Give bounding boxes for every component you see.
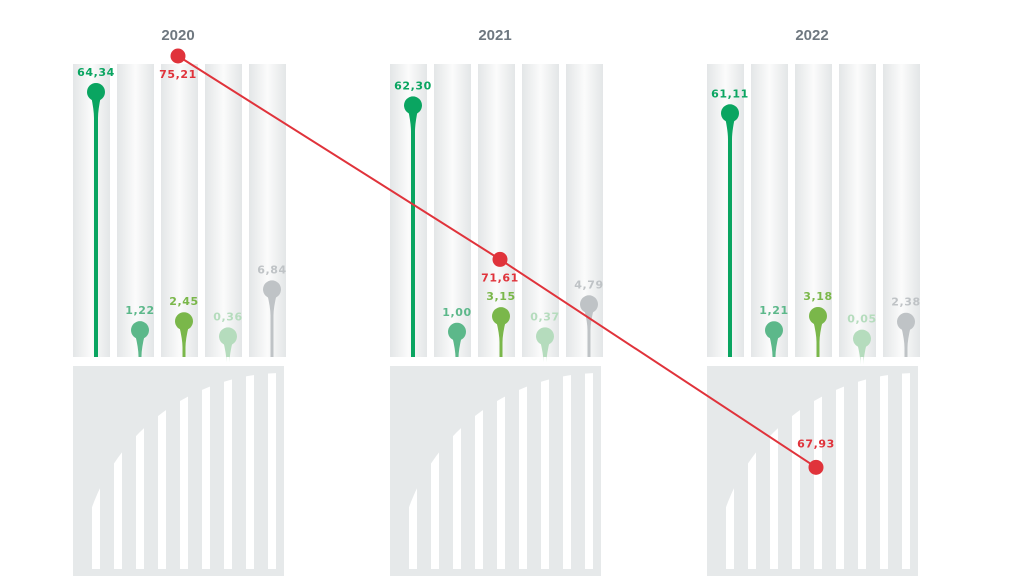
lollipop-stem	[267, 293, 277, 357]
value-label: 2,45	[169, 295, 199, 308]
lollipop-head	[853, 329, 871, 348]
column-stripe	[751, 64, 788, 357]
column-stripe	[205, 64, 242, 357]
value-label: 1,00	[442, 306, 472, 319]
column-stripe	[249, 64, 286, 357]
value-label: 0,37	[530, 310, 560, 323]
lollipop-stem	[584, 308, 594, 357]
lollipop-head	[765, 321, 783, 340]
value-label: 1,22	[125, 304, 155, 317]
trend-point	[808, 459, 824, 475]
value-label: 62,30	[394, 79, 432, 92]
arc-ring	[707, 366, 726, 576]
value-label: 64,34	[77, 66, 115, 79]
value-label: 0,05	[847, 313, 877, 326]
lollipop-head	[809, 306, 827, 325]
lollipop-head	[721, 104, 739, 123]
lollipop-stem	[540, 340, 550, 363]
lollipop-head	[536, 327, 554, 346]
value-label: 3,15	[486, 290, 516, 303]
column-stripe	[73, 64, 110, 357]
year-label: 2020	[161, 27, 194, 44]
trend-value-label: 67,93	[797, 437, 835, 450]
trend-value-label: 75,21	[159, 68, 197, 81]
lollipop-head	[404, 96, 422, 115]
value-label: 6,84	[257, 263, 287, 276]
lollipop-head	[448, 322, 466, 341]
lollipop-head	[263, 280, 281, 299]
lollipop-stem	[857, 342, 867, 365]
year-label: 2021	[478, 27, 511, 44]
lollipop-stem	[496, 320, 506, 357]
lollipop-stem	[769, 334, 779, 357]
lollipop-stem	[408, 109, 418, 357]
arc-ring	[390, 366, 409, 576]
lollipop-head	[87, 83, 105, 101]
column-stripe	[839, 64, 876, 357]
value-label: 4,79	[574, 278, 604, 291]
lollipop-head	[131, 321, 149, 340]
decorative-arcs	[390, 366, 601, 576]
value-label: 0,36	[213, 310, 243, 323]
lollipop-head	[580, 295, 598, 314]
column-stripe	[522, 64, 559, 357]
value-label: 2,38	[891, 296, 921, 309]
lollipop-head	[175, 312, 193, 331]
column-stripe	[117, 64, 154, 357]
lollipop-stem	[223, 340, 233, 363]
lollipop-stem	[901, 325, 911, 357]
column-stripe	[434, 64, 471, 357]
column-stripe	[161, 64, 198, 357]
trend-point	[170, 48, 186, 64]
column-stripe	[478, 64, 515, 357]
value-label: 61,11	[711, 87, 749, 100]
lollipop-stem	[813, 319, 823, 357]
value-label: 1,21	[759, 304, 789, 317]
decorative-arcs	[73, 366, 284, 576]
lollipop-stem	[135, 334, 145, 357]
lollipop-head	[492, 307, 510, 326]
lollipop-head	[897, 312, 915, 331]
arc-ring	[73, 366, 92, 576]
trend-point	[492, 251, 508, 267]
lollipop-stem	[725, 117, 735, 357]
lollipop-head	[219, 327, 237, 346]
column-stripe	[566, 64, 603, 357]
column-stripe	[883, 64, 920, 357]
trend-value-label: 71,61	[481, 271, 519, 284]
year-label: 2022	[795, 27, 828, 44]
lollipop-stem	[179, 325, 189, 357]
lollipop-stem	[452, 335, 462, 358]
lollipop-stem	[91, 96, 101, 357]
value-label: 3,18	[803, 290, 833, 303]
